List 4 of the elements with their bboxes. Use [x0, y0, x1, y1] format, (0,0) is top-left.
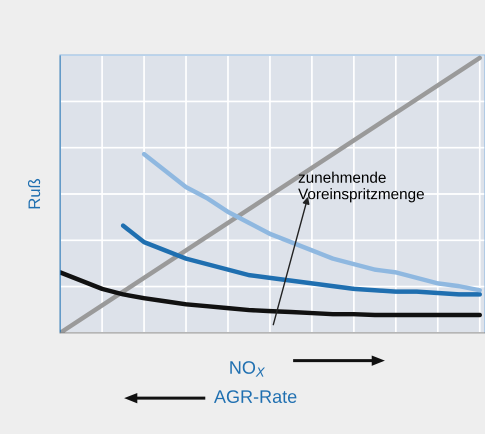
y-axis-title: Ruß: [28, 178, 40, 208]
text: AGR-Rate: [214, 390, 296, 403]
x-axis-title: NO$_{X}$: [230, 361, 265, 377]
annotation: zunehmende Voreinspritzmenge: [298, 172, 424, 202]
